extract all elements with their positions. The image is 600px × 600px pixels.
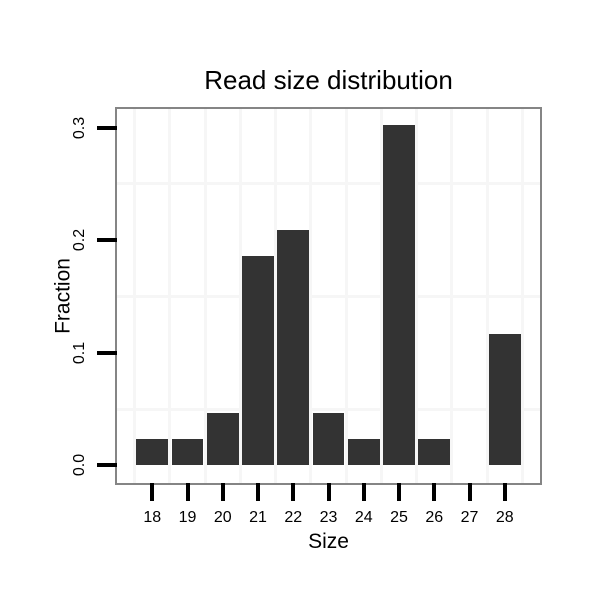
y-tick-0.3	[97, 125, 117, 130]
gridline-horizontal	[117, 407, 540, 411]
gridline-horizontal	[117, 182, 540, 186]
x-tick-26	[432, 483, 437, 501]
x-tick-label-22: 22	[284, 509, 303, 526]
y-tick-0.1	[97, 350, 117, 355]
bar-28	[488, 334, 521, 466]
bar-19	[171, 439, 204, 466]
x-tick-27	[467, 483, 472, 501]
bar-25	[383, 124, 415, 466]
bar-21	[242, 255, 274, 466]
y-tick-label-0.3: 0.3	[71, 116, 88, 139]
y-tick-0.2	[97, 238, 117, 243]
x-tick-label-27: 27	[460, 509, 479, 526]
x-tick-23	[326, 483, 331, 501]
chart-title: Read size distribution	[204, 65, 453, 95]
bar-23	[312, 412, 345, 466]
y-tick-label-0.0: 0.0	[71, 454, 88, 477]
x-tick-label-21: 21	[249, 509, 267, 526]
bar-24	[347, 439, 380, 466]
x-tick-label-20: 20	[213, 509, 232, 526]
x-tick-label-19: 19	[178, 509, 197, 526]
x-tick-24	[361, 483, 366, 501]
x-tick-label-26: 26	[425, 509, 444, 526]
x-tick-label-24: 24	[354, 509, 373, 526]
x-tick-18	[150, 483, 155, 501]
gridline-horizontal	[117, 294, 540, 298]
x-tick-22	[291, 483, 296, 501]
x-tick-25	[397, 483, 401, 501]
x-tick-label-28: 28	[495, 509, 514, 526]
x-tick-label-23: 23	[319, 509, 338, 526]
x-tick-label-18: 18	[143, 509, 162, 526]
plot-panel	[117, 109, 540, 483]
bar-18	[136, 439, 169, 466]
x-tick-label-25: 25	[390, 509, 408, 526]
y-axis-title: Fraction	[51, 258, 75, 334]
y-tick-label-0.1: 0.1	[71, 341, 88, 364]
x-tick-28	[502, 483, 507, 501]
x-tick-21	[256, 483, 260, 501]
bar-26	[418, 439, 451, 466]
x-tick-19	[185, 483, 190, 501]
bar-22	[277, 229, 310, 466]
bar-20	[206, 412, 239, 466]
y-tick-0.0	[97, 463, 117, 468]
x-axis-title: Size	[308, 530, 349, 553]
y-tick-label-0.2: 0.2	[71, 229, 88, 252]
x-tick-20	[220, 483, 225, 501]
